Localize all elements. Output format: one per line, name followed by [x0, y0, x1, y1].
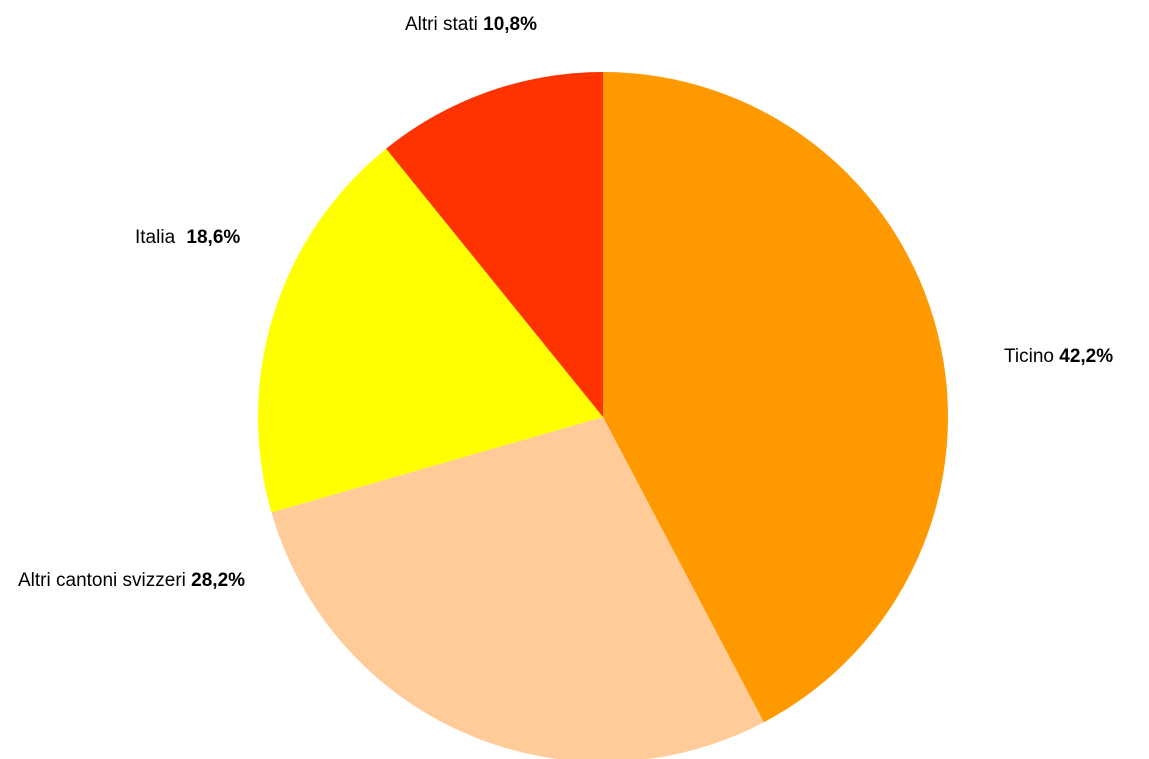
- label-altri-stati: Altri stati 10,8%: [405, 14, 537, 35]
- label-italia-name: Italia: [135, 227, 176, 248]
- pie-slices: [257, 72, 948, 759]
- label-altri-cantoni-name: Altri cantoni svizzeri: [18, 570, 186, 591]
- label-ticino-name: Ticino: [1004, 346, 1054, 367]
- label-altri-stati-value: 10,8%: [483, 14, 537, 35]
- label-altri-stati-name: Altri stati: [405, 14, 478, 35]
- pie-slice-italia: [257, 148, 603, 513]
- pie-slice-altri-stati: [386, 72, 603, 417]
- pie-slice-altri-cantoni-svizzeri: [271, 417, 764, 759]
- label-italia-value: 18,6%: [186, 227, 240, 248]
- label-altri-cantoni: Altri cantoni svizzeri 28,2%: [18, 570, 245, 591]
- label-italia: Italia 18,6%: [135, 227, 240, 248]
- label-altri-cantoni-value: 28,2%: [191, 570, 245, 591]
- label-ticino-value: 42,2%: [1059, 346, 1113, 367]
- label-ticino: Ticino 42,2%: [1004, 346, 1113, 367]
- slice-labels: Ticino 42,2% Altri cantoni svizzeri 28,2…: [18, 14, 1113, 591]
- pie-slice-ticino: [603, 72, 948, 723]
